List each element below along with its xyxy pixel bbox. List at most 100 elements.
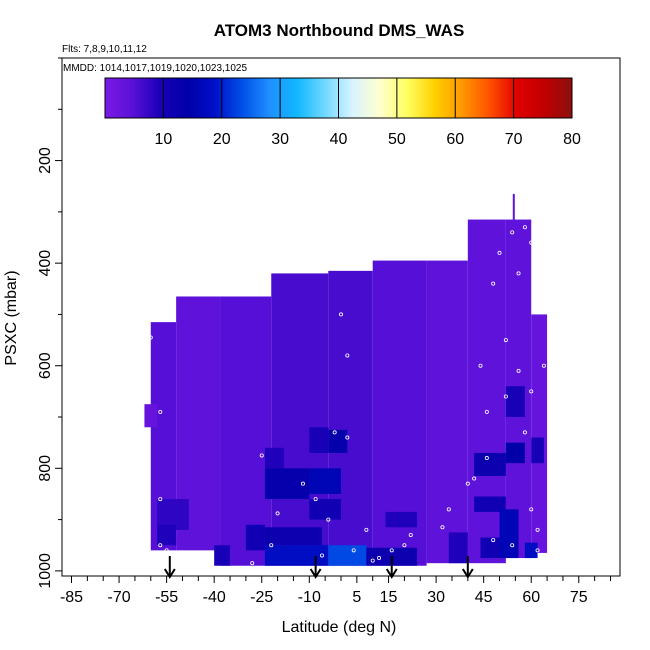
track-point <box>332 430 337 435</box>
heatmap-cell <box>499 509 519 559</box>
y-tick-label: 800 <box>37 455 54 482</box>
colorbar-tick-label: 40 <box>330 131 348 148</box>
track-point <box>491 281 496 286</box>
track-point <box>491 538 496 543</box>
track-point <box>313 497 318 502</box>
colorbar-tick-label: 20 <box>213 131 231 148</box>
track-point <box>503 394 508 399</box>
x-tick-label: 45 <box>475 589 493 606</box>
track-point <box>319 553 324 558</box>
track-point <box>269 543 274 548</box>
track-point <box>529 507 534 512</box>
track-point <box>440 525 445 530</box>
heatmap-cell <box>220 296 272 566</box>
heatmap-cell <box>426 260 468 564</box>
track-point <box>522 430 527 435</box>
heatmap-cell <box>328 429 348 453</box>
x-tick-label: -55 <box>155 589 178 606</box>
heatmap-cell <box>309 427 329 453</box>
track-point <box>148 335 153 340</box>
track-point <box>338 312 343 317</box>
x-tick-label: -85 <box>60 589 83 606</box>
x-tick-label: -40 <box>203 589 226 606</box>
track-point <box>472 476 477 481</box>
latitude-arrow <box>309 556 322 579</box>
heatmap-cell <box>309 468 341 494</box>
track-point <box>158 543 163 548</box>
track-point <box>522 225 527 230</box>
heatmap-cell <box>474 452 506 476</box>
heatmap-cell <box>505 442 525 464</box>
track-point <box>453 563 458 568</box>
x-tick-label: -70 <box>108 589 131 606</box>
heatmap-cell <box>385 511 418 528</box>
x-tick-label: 75 <box>570 589 588 606</box>
heatmap-cell <box>271 273 329 566</box>
flight-track-points <box>148 225 546 573</box>
heatmap-cell <box>474 496 506 512</box>
y-tick-label: 400 <box>37 250 54 277</box>
colorbar-tick-label: 30 <box>271 131 289 148</box>
track-point <box>158 497 163 502</box>
y-tick-label: 200 <box>37 147 54 174</box>
track-point <box>497 250 502 255</box>
dates-label: MMDD: 1014,1017,1019,1020,1023,1025 <box>63 63 247 74</box>
x-tick-label: -25 <box>250 589 273 606</box>
y-axis-title: PSXC (mbar) <box>3 270 20 365</box>
track-point <box>300 481 305 486</box>
heatmap-cell <box>264 545 329 566</box>
heatmap-cell <box>264 447 284 469</box>
heatmap-cell <box>328 270 373 566</box>
track-point <box>212 568 217 573</box>
heatmap-cell <box>505 386 525 418</box>
heatmap-cell <box>157 499 189 530</box>
track-point <box>465 481 470 486</box>
heatmap-spike <box>512 193 515 220</box>
x-tick-label: 30 <box>427 589 445 606</box>
heatmap-cell <box>309 499 341 520</box>
track-point <box>446 507 451 512</box>
heatmap-cell <box>524 542 538 559</box>
y-tick-label: 600 <box>37 352 54 379</box>
latitude-arrow <box>385 556 398 579</box>
x-tick-label: 5 <box>352 589 361 606</box>
heatmap-area <box>144 193 548 566</box>
heatmap-cell <box>157 524 177 546</box>
track-point <box>402 543 407 548</box>
track-point <box>503 338 508 343</box>
track-point <box>535 527 540 532</box>
heatmap-cell <box>264 468 310 500</box>
heatmap-cell <box>245 524 265 551</box>
flights-label: Flts: 7,8,9,10,11,12 <box>62 44 147 55</box>
heatmap-cell <box>214 545 231 566</box>
heatmap-cell <box>264 527 322 546</box>
track-point <box>326 517 331 522</box>
track-point <box>541 363 546 368</box>
heatmap-cell <box>531 314 548 553</box>
heatmap-cell <box>144 404 158 428</box>
track-point <box>516 368 521 373</box>
x-axis-title: Latitude (deg N) <box>282 619 397 636</box>
track-point <box>275 511 280 516</box>
x-tick-label: -10 <box>298 589 321 606</box>
track-point <box>377 556 382 561</box>
x-tick-label: 15 <box>380 589 398 606</box>
track-point <box>370 558 375 563</box>
colorbar-tick-label: 60 <box>446 131 464 148</box>
track-point <box>345 353 350 358</box>
track-point <box>478 363 483 368</box>
track-point <box>535 297 540 302</box>
track-point <box>510 230 515 235</box>
latitude-arrow <box>163 556 176 579</box>
track-point <box>535 548 540 553</box>
track-point <box>529 240 534 245</box>
track-point <box>364 527 369 532</box>
x-axis: -85 -70 -55 -40 -25 -10 5 15 30 45 60 75 <box>60 576 611 606</box>
track-point <box>484 456 489 461</box>
chart-title: ATOM3 Northbound DMS_WAS <box>214 21 465 40</box>
track-point <box>250 561 255 566</box>
heatmap-cell <box>531 437 544 464</box>
y-axis: 200 400 600 800 1000 <box>37 57 62 589</box>
track-point <box>516 271 521 276</box>
